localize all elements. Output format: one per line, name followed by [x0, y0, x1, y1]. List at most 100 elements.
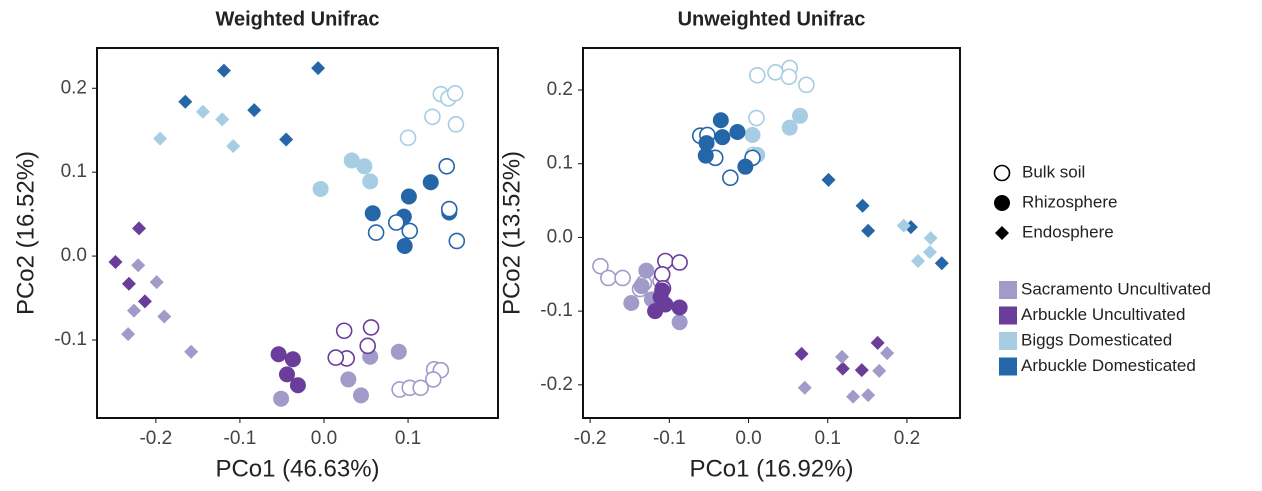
circle-marker — [714, 129, 731, 146]
x-tick-label: 0.0 — [735, 428, 761, 449]
x-tick-label: -0.1 — [653, 428, 686, 449]
x-tick-label: -0.2 — [574, 428, 607, 449]
circle-marker — [284, 351, 301, 368]
legend-swatch — [999, 332, 1017, 350]
diamond-marker — [215, 112, 230, 127]
diamond-marker — [797, 380, 812, 395]
circle-marker — [638, 262, 655, 279]
circle-marker — [356, 158, 373, 175]
open-circle-marker — [362, 319, 380, 336]
circle-marker — [273, 390, 290, 407]
y-tick-label: 0.0 — [61, 245, 87, 266]
diamond-marker — [157, 309, 172, 324]
legend-label: Sacramento Uncultivated — [1021, 279, 1211, 298]
diamond-marker — [861, 223, 876, 238]
y-axis-title: PCo2 (13.52%) — [498, 151, 525, 315]
x-tick-label: 0.1 — [395, 428, 421, 449]
open-circle-marker — [335, 322, 353, 340]
plot-frame — [582, 47, 961, 419]
open-circle-marker — [653, 265, 671, 283]
circle-marker — [737, 158, 754, 175]
diamond-marker — [880, 346, 895, 361]
diamond-marker — [995, 226, 1009, 240]
open-circle-marker — [993, 164, 1011, 182]
diamond-marker — [922, 245, 937, 260]
open-circle-marker — [446, 85, 464, 102]
circle-marker — [792, 107, 809, 124]
x-tick-label: 0.0 — [311, 428, 337, 449]
diamond-marker — [132, 221, 147, 236]
open-circle-marker — [722, 169, 739, 187]
chart-title: Unweighted Unifrac — [678, 8, 866, 30]
open-circle-marker — [592, 257, 609, 275]
diamond-marker — [923, 231, 938, 246]
circle-marker — [289, 377, 306, 394]
circle-marker — [712, 112, 729, 129]
circle-marker — [697, 147, 714, 164]
legend-swatch — [999, 281, 1017, 299]
y-tick-label: 0.1 — [547, 153, 573, 174]
diamond-marker — [855, 198, 870, 213]
legend-swatch — [999, 306, 1017, 325]
diamond-marker — [149, 275, 164, 290]
circle-marker — [647, 303, 664, 320]
open-circle-marker — [399, 129, 417, 147]
circle-marker — [396, 238, 413, 255]
x-axis-title: PCo1 (16.92%) — [689, 455, 853, 482]
open-circle-marker — [367, 224, 385, 241]
diamond-marker — [178, 94, 193, 109]
chart-title: Weighted Unifrac — [215, 8, 379, 30]
diamond-marker — [153, 131, 168, 146]
circle-marker — [340, 371, 357, 388]
y-tick-label: -0.1 — [54, 329, 87, 350]
circle-marker — [623, 295, 640, 312]
circle-marker — [278, 366, 295, 383]
circle-marker — [343, 152, 360, 169]
y-tick-label: -0.2 — [540, 374, 573, 395]
diamond-marker — [311, 61, 326, 76]
y-tick-label: 0.0 — [547, 226, 573, 247]
circle-marker — [364, 205, 381, 222]
x-tick-label: 0.2 — [894, 428, 920, 449]
open-circle-marker — [401, 222, 419, 240]
x-tick-label: 0.1 — [815, 428, 841, 449]
open-circle-marker — [438, 157, 456, 175]
circle-marker — [744, 126, 761, 143]
legend-label: Rhizosphere — [1022, 192, 1117, 211]
circle-marker — [671, 299, 688, 316]
circle-marker — [400, 188, 417, 205]
legend-label: Endosphere — [1022, 222, 1114, 241]
open-circle-marker — [448, 232, 466, 250]
y-tick-label: 0.1 — [61, 161, 87, 182]
open-circle-marker — [748, 66, 766, 84]
open-circle-marker — [424, 108, 441, 126]
diamond-marker — [861, 388, 876, 403]
circle-marker — [698, 135, 715, 152]
diamond-marker — [216, 63, 231, 78]
open-circle-marker — [447, 116, 465, 133]
open-circle-marker — [327, 349, 345, 366]
legend-label: Arbuckle Domesticated — [1021, 356, 1196, 375]
open-circle-marker — [671, 254, 688, 271]
circle-marker — [633, 278, 650, 295]
diamond-marker — [247, 103, 262, 118]
diamond-marker — [121, 276, 136, 291]
diamond-marker — [834, 349, 849, 364]
diamond-marker — [195, 104, 210, 119]
circle-marker — [390, 343, 407, 360]
circle-marker — [312, 180, 329, 197]
diamond-marker — [108, 254, 123, 269]
y-tick-label: -0.1 — [540, 300, 573, 321]
y-axis-title: PCo2 (16.52%) — [12, 151, 39, 315]
diamond-marker — [126, 303, 141, 318]
diamond-marker — [872, 363, 887, 378]
open-circle-marker — [600, 269, 617, 287]
circle-marker — [422, 174, 439, 191]
diamond-marker — [184, 344, 199, 359]
diamond-marker — [896, 218, 911, 233]
diamond-marker — [794, 346, 809, 361]
circle-marker — [352, 387, 369, 404]
circle-marker — [781, 119, 798, 136]
legend-label: Arbuckle Uncultivated — [1021, 305, 1185, 324]
diamond-marker — [934, 256, 949, 271]
